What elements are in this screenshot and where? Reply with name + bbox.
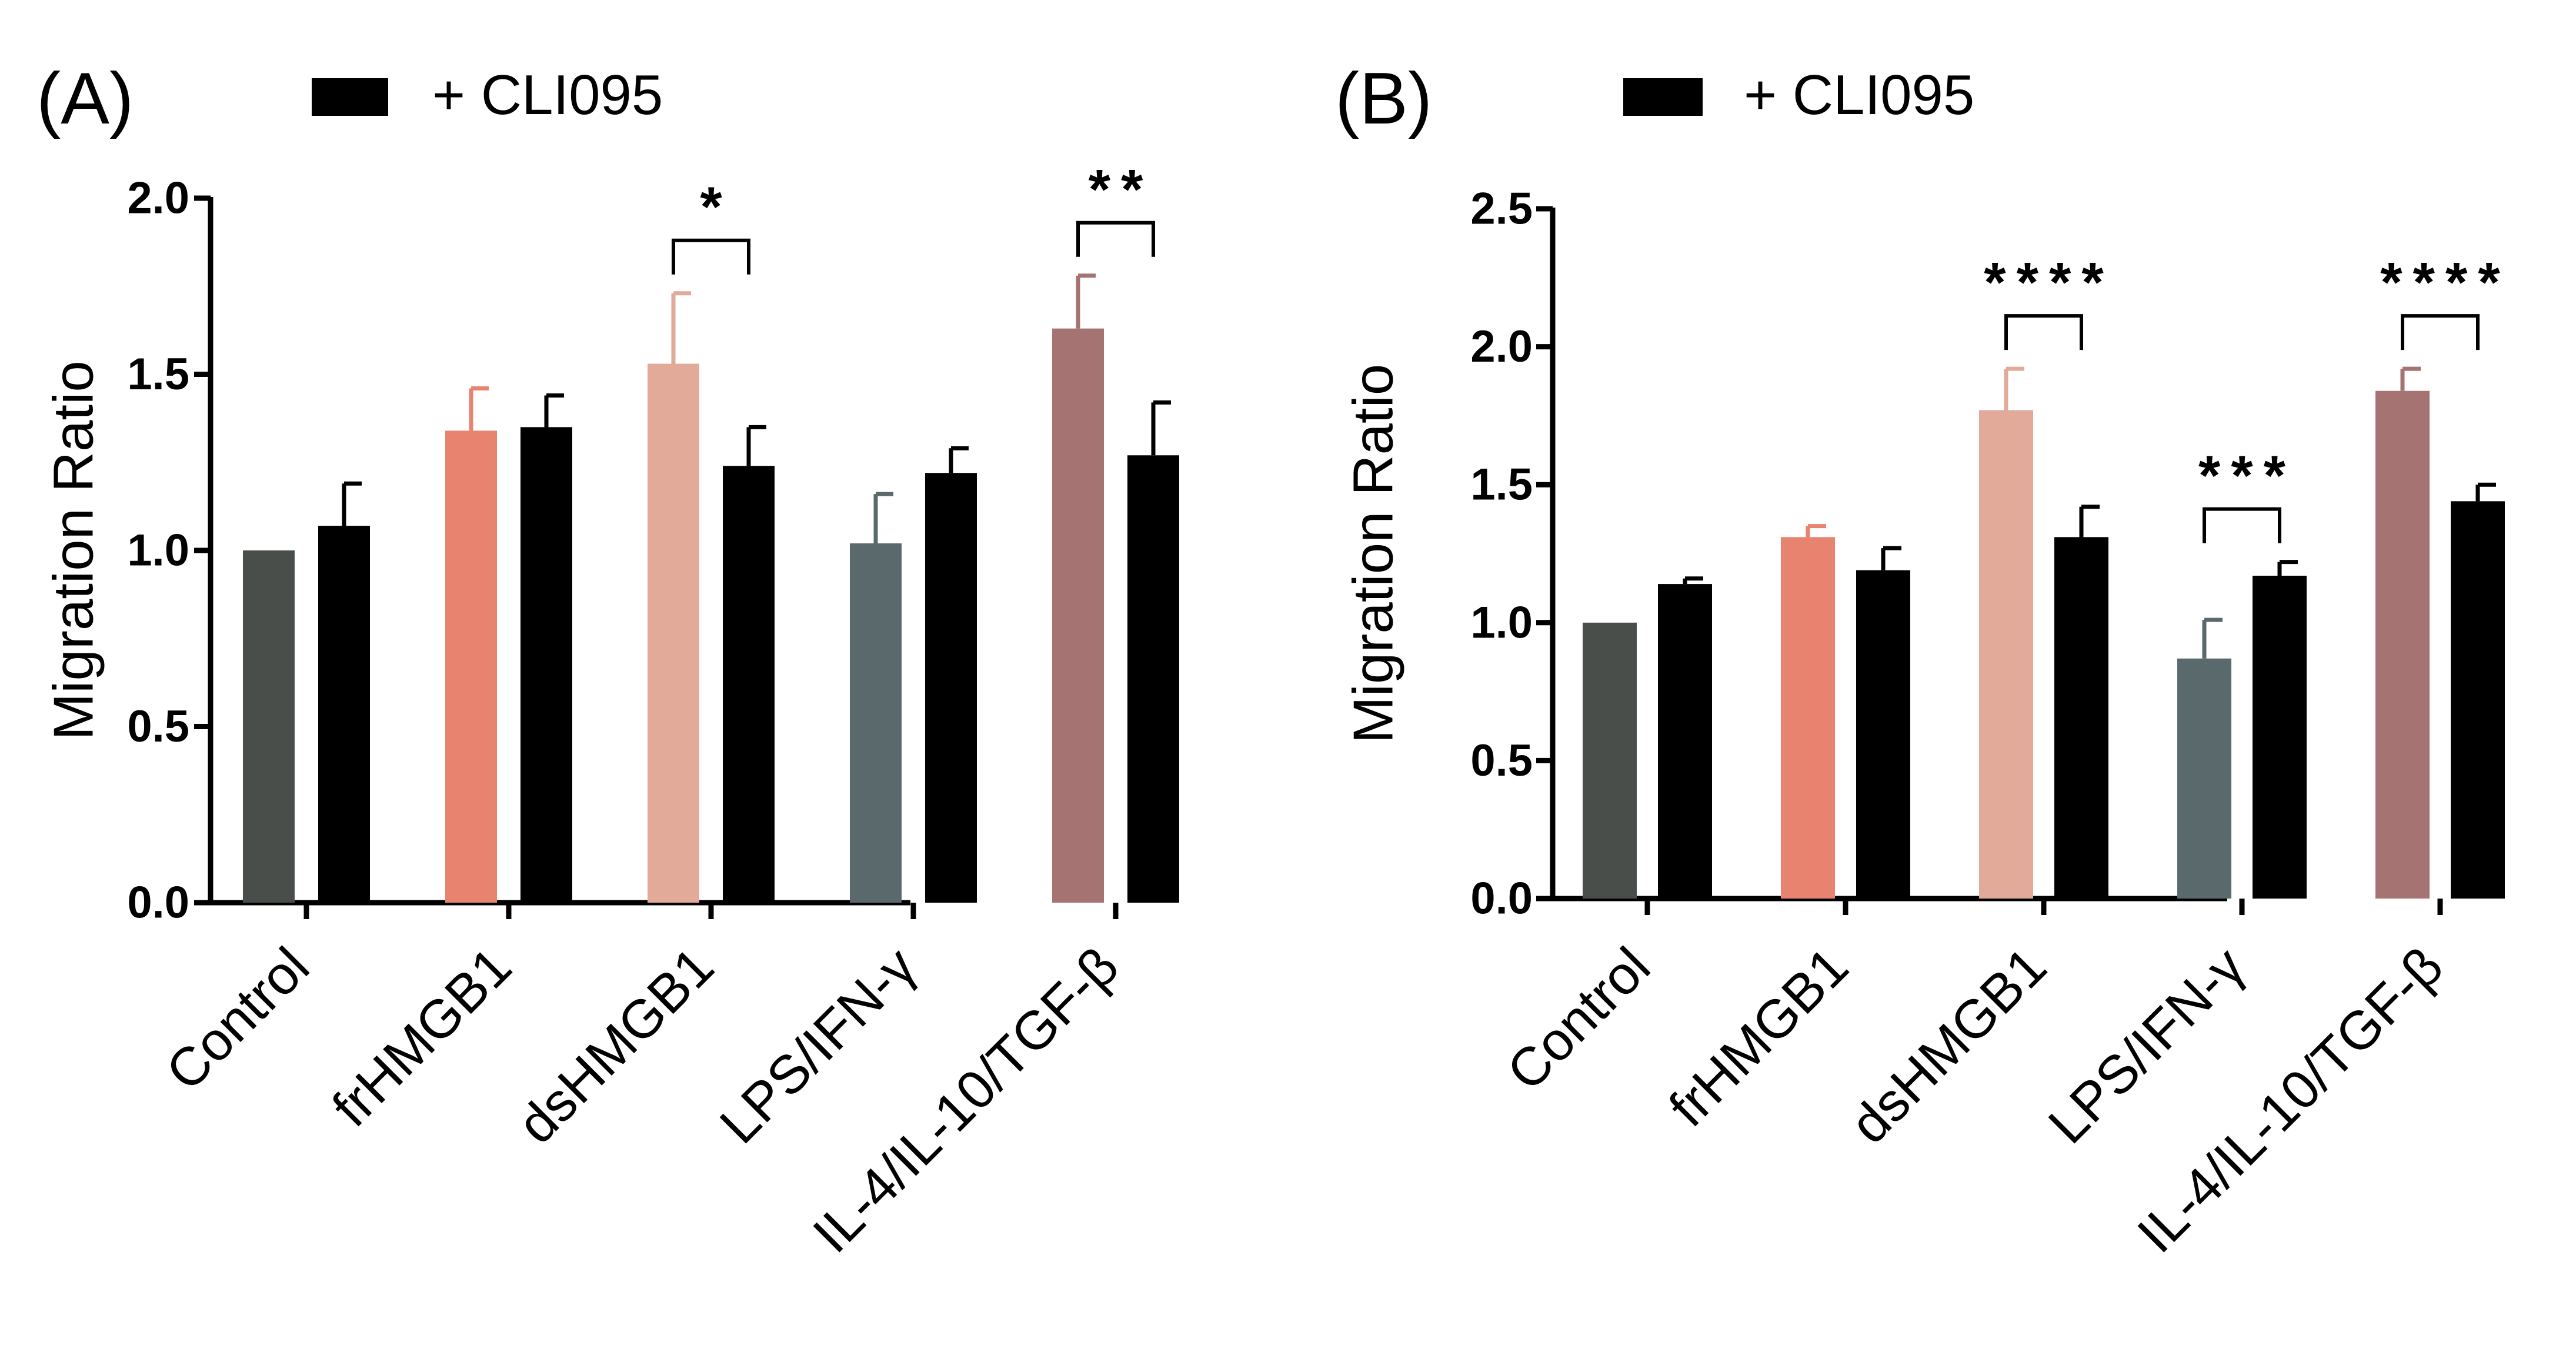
x-category-label: dsHMGB1 (1839, 936, 2058, 1155)
significance-bracket (2004, 314, 2083, 350)
significance-label: ** (1089, 158, 1154, 221)
y-tick-label: 1.5 (1470, 460, 1533, 510)
legend-label: + CLI095 (432, 64, 663, 126)
bar-cli095 (723, 466, 775, 903)
bar-cli095 (1127, 455, 1179, 903)
y-tick-label: 0.0 (1470, 874, 1533, 924)
y-tick-label: 2.0 (127, 173, 189, 223)
bar-treatment (243, 550, 295, 903)
legend: + CLI095 (1623, 64, 1974, 126)
bar-cli095 (1856, 570, 1910, 899)
bar-treatment (648, 363, 699, 903)
x-category-label: LPS/IFN-γ (709, 936, 927, 1155)
x-category-label: dsHMGB1 (506, 936, 725, 1155)
bar-cli095 (2451, 501, 2505, 899)
significance-label: *** (2198, 445, 2296, 507)
legend: + CLI095 (312, 64, 663, 126)
bar-cli095 (2253, 576, 2307, 899)
legend-label: + CLI095 (1744, 64, 1974, 126)
panel-label: (B) (1335, 58, 1432, 139)
legend-swatch (1623, 78, 1703, 116)
y-tick-label: 2.0 (1470, 322, 1533, 372)
legend-swatch (312, 78, 388, 116)
significance-bracket (1076, 221, 1155, 257)
chart-panel-b: (B) + CLI095 Migration Ratio 0.0 0.5 1.0 1.5 2.… (1335, 58, 2510, 1264)
significance-bracket (2203, 507, 2281, 543)
bar-cli095 (2054, 537, 2108, 899)
significance-label: * (700, 176, 732, 239)
y-tick-label: 0.5 (1470, 736, 1533, 786)
bar-treatment (2375, 390, 2430, 899)
bar-treatment (850, 543, 902, 903)
y-tick-label: 0.5 (127, 702, 189, 752)
x-category-label: frHMGB1 (321, 936, 523, 1138)
bar-cli095 (318, 526, 370, 903)
y-tick-label: 1.5 (127, 349, 189, 399)
y-tick-label: 1.0 (1470, 597, 1533, 647)
x-category-label: frHMGB1 (1658, 936, 1860, 1138)
y-tick-label: 0.0 (127, 878, 189, 928)
bar-treatment (1583, 622, 1637, 899)
x-category-label: Control (1496, 936, 1661, 1102)
x-category-label: LPS/IFN-γ (2037, 936, 2256, 1155)
y-tick-label: 2.5 (1470, 184, 1533, 234)
bar-treatment (1781, 537, 1835, 899)
bar-cli095 (520, 427, 572, 903)
bar-cli095 (1658, 584, 1712, 899)
bar-treatment (1052, 328, 1104, 903)
y-tick-label: 1.0 (127, 526, 189, 576)
bar-treatment (2177, 658, 2231, 899)
bar-treatment (1979, 410, 2033, 899)
significance-label: **** (2380, 251, 2510, 314)
bar-treatment (445, 430, 497, 903)
chart-panel-a: (A) + CLI095 Migration Ratio 0.0 0.5 1.0 1.5 2.… (36, 58, 1179, 1264)
y-axis-title: Migration Ratio (42, 360, 105, 740)
bar-cli095 (925, 473, 977, 903)
significance-bracket (672, 238, 750, 275)
panel-label: (A) (36, 58, 134, 139)
significance-label: **** (1984, 251, 2114, 314)
significance-bracket (2401, 314, 2480, 350)
y-axis-title: Migration Ratio (1342, 364, 1405, 744)
x-category-label: Control (155, 936, 321, 1102)
